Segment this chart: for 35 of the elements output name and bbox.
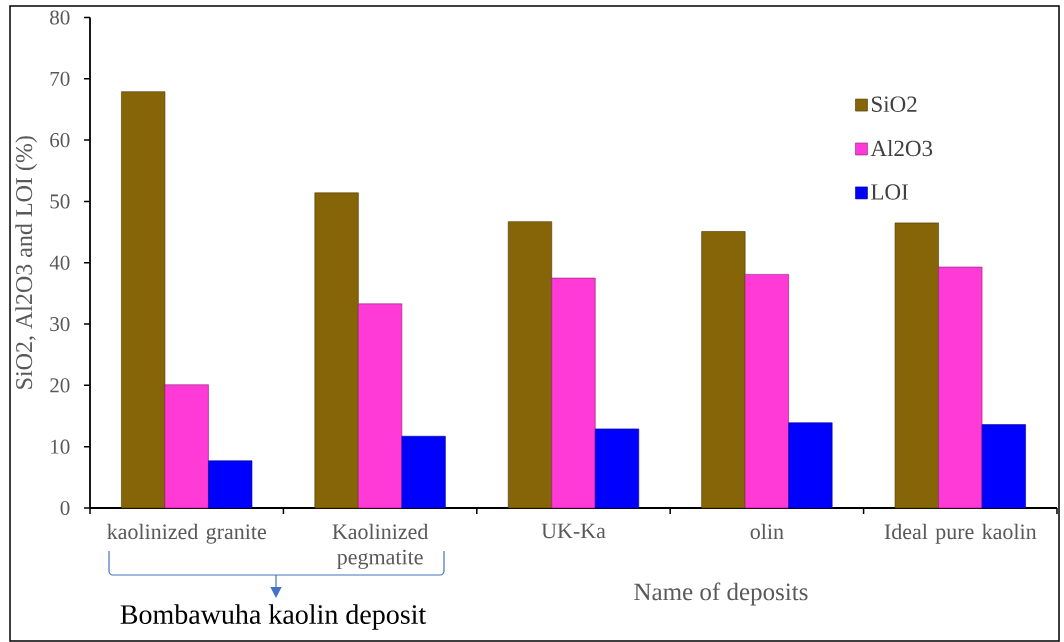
y-tick-label: 80	[50, 10, 70, 25]
y-tick-label: 70	[50, 71, 70, 86]
legend-label: SiO2	[871, 96, 917, 112]
x-tick-label: Kaolinized pegmatite	[332, 523, 429, 570]
bar	[788, 422, 833, 509]
y-tick-label: 40	[49, 255, 70, 270]
bar	[981, 424, 1026, 509]
bar	[121, 91, 166, 509]
y-tick-label: 60	[50, 133, 70, 148]
y-tick-label: 20	[50, 378, 70, 393]
y-tick-label: 0	[60, 500, 70, 516]
x-tick-label: Ideal pure kaolin	[884, 523, 1037, 544]
bar	[401, 435, 446, 509]
bar	[164, 384, 209, 509]
bar	[701, 231, 746, 509]
bar	[938, 266, 983, 509]
x-tick-label: olin	[750, 523, 784, 540]
legend-label: LOI	[871, 184, 908, 200]
bar	[594, 428, 640, 509]
y-tick-label: 10	[51, 439, 70, 454]
y-tick-label: 30	[50, 316, 70, 332]
x-tick-label: kaolinized granite	[107, 523, 266, 544]
bar	[208, 460, 253, 509]
bar	[744, 274, 789, 509]
bar	[894, 222, 939, 509]
y-tick-label: 50	[50, 194, 70, 209]
legend-label: Al2O3	[870, 140, 933, 157]
bar	[314, 192, 359, 509]
bar	[507, 221, 553, 509]
x-tick-label: UK-Ka	[541, 523, 606, 539]
y-axis-title: SiO2, Al2O3 and LOI (%)	[15, 136, 38, 389]
text: Bombawuha kaolin deposit	[120, 604, 427, 630]
x-axis-title: Name of deposits	[634, 582, 808, 606]
bar	[551, 277, 596, 509]
bar	[358, 303, 403, 509]
